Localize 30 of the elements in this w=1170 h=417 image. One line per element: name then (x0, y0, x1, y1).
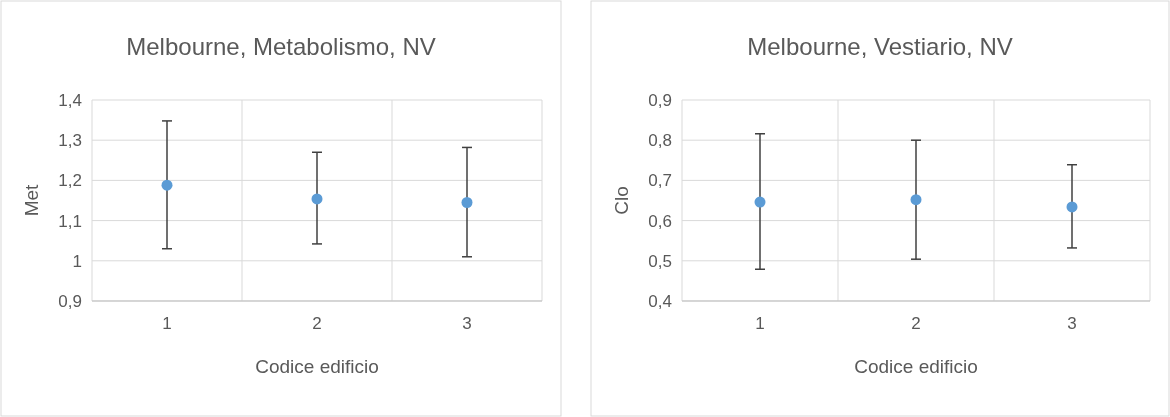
point (311, 193, 323, 205)
x-tick-label: 3 (1067, 314, 1077, 333)
point (1066, 201, 1078, 213)
y-tick-label: 1,2 (58, 171, 82, 191)
y-tick-label: 0,4 (648, 291, 672, 311)
y-tick-label: 0,9 (648, 90, 672, 110)
y-axis-title: Met (21, 183, 42, 217)
chart-title: Melbourne, Metabolismo, NV (126, 33, 436, 60)
x-tick-label: 1 (755, 314, 765, 333)
point (910, 194, 922, 206)
x-axis-title: Codice edificio (255, 356, 379, 377)
x-tick-label: 2 (312, 314, 322, 333)
y-tick-label: 1,3 (58, 131, 82, 151)
x-tick-label: 2 (911, 314, 921, 333)
point (461, 197, 473, 209)
y-tick-label: 0,5 (648, 251, 672, 271)
y-tick-label: 1 (72, 251, 82, 271)
point (161, 179, 173, 191)
y-tick-label: 1,4 (58, 90, 82, 110)
y-tick-label: 0,8 (648, 131, 672, 151)
x-tick-label: 3 (462, 314, 472, 333)
y-axis-title: Clo (611, 186, 632, 215)
x-axis-title: Codice edificio (854, 356, 978, 377)
chart-title: Melbourne, Vestiario, NV (747, 33, 1013, 60)
y-tick-label: 1,1 (58, 211, 82, 231)
y-tick-label: 0,9 (58, 291, 82, 311)
y-tick-label: 0,7 (648, 171, 672, 191)
point (754, 196, 766, 208)
y-tick-label: 0,6 (648, 211, 672, 231)
x-tick-label: 1 (162, 314, 172, 333)
